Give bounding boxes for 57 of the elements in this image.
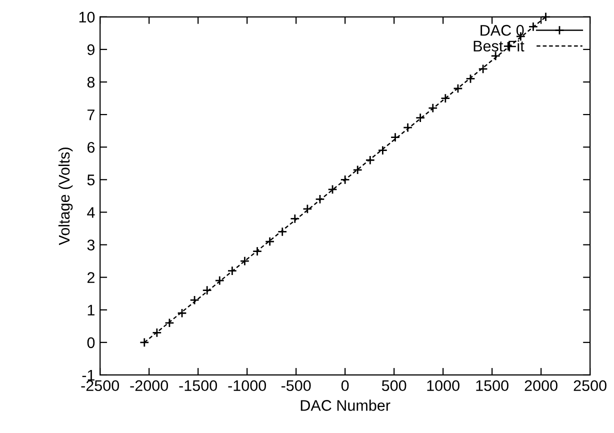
x-tick-label: 2500: [574, 380, 606, 392]
x-tick-label: -1000: [228, 380, 266, 392]
point: [428, 103, 438, 113]
point: [378, 145, 388, 156]
point: [315, 194, 325, 204]
y-tick-label: 10: [79, 12, 95, 23]
point: [252, 246, 262, 256]
point: [453, 84, 463, 94]
point: [415, 112, 426, 123]
point: [540, 12, 551, 22]
point: [402, 122, 413, 132]
x-tick-label: 1000: [427, 380, 460, 392]
point: [264, 236, 275, 246]
point: [177, 308, 187, 318]
y-tick-label: 8: [87, 76, 95, 88]
point: [140, 338, 150, 348]
y-tick-label: 7: [88, 110, 94, 120]
x-tick-label: -500: [281, 380, 311, 392]
point: [440, 93, 450, 104]
point: [152, 328, 162, 338]
y-axis-title: Voltage (Volts): [58, 148, 73, 246]
point: [227, 266, 238, 276]
point: [190, 295, 200, 305]
point: [290, 214, 300, 224]
x-tick-label: 1500: [476, 380, 508, 392]
y-tick-label: 6: [88, 142, 95, 153]
y-tick-label: 9: [87, 44, 94, 56]
point: [352, 165, 362, 175]
point: [340, 174, 350, 185]
point: [390, 132, 400, 142]
point: [202, 285, 212, 296]
point: [528, 22, 538, 32]
point: [240, 256, 250, 266]
x-tick-label: 0: [341, 380, 349, 392]
point: [164, 318, 174, 328]
x-tick-label: -1500: [179, 380, 218, 392]
point: [302, 204, 312, 214]
y-tick-label: 4: [87, 207, 95, 218]
x-tick-label: -2000: [130, 380, 168, 392]
x-tick-label: 500: [382, 380, 406, 392]
y-tick-label: 2: [87, 272, 94, 283]
y-tick-label: 3: [87, 240, 95, 250]
y-tick-label: 0: [87, 337, 95, 348]
x-axis-title: DAC Number: [300, 400, 390, 411]
point: [478, 64, 488, 74]
point: [466, 74, 476, 84]
point: [328, 184, 338, 194]
point: [214, 276, 224, 286]
y-tick-label: 5: [87, 174, 95, 186]
x-tick-label: 2000: [524, 380, 558, 392]
x-tick-label: -2500: [81, 380, 120, 392]
y-tick-label: -1: [82, 370, 94, 381]
legend-label: DAC 0: [480, 24, 524, 36]
point: [490, 51, 500, 61]
point: [365, 155, 376, 165]
point: [277, 226, 288, 237]
y-tick-label: 1: [88, 304, 94, 316]
